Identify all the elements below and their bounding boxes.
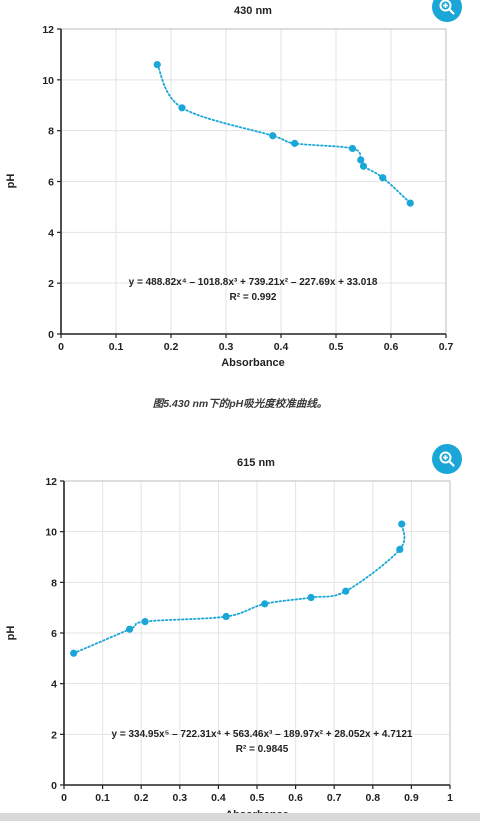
x-tick-label: 0.1 [95, 792, 110, 804]
x-tick-label: 0.8 [365, 792, 380, 804]
tick-labels: 0 0.1 0.2 0.3 0.4 0.5 0.6 0.7 0 2 4 6 8 10 12 [42, 24, 453, 353]
x-tick-label: 0.9 [404, 792, 419, 804]
chart-axes [60, 480, 451, 789]
data-point [261, 600, 269, 608]
data-point [222, 612, 230, 621]
zoom-in-button[interactable] [432, 444, 462, 474]
data-point [291, 139, 299, 147]
y-tick-label: 2 [48, 278, 54, 290]
zoom-in-icon [439, 451, 455, 467]
x-tick-label: 0.3 [219, 341, 234, 353]
chart-430nm: 430 nm 0 0.1 0.2 0.3 0.4 0.5 0.6 0.7 0 2 4 6 8 10 12 y… [5, 5, 453, 369]
page-bottom-bar [0, 813, 480, 821]
y-tick-label: 4 [51, 679, 57, 691]
y-tick-label: 8 [48, 126, 54, 138]
data-point [70, 649, 78, 657]
x-tick-label: 1 [447, 792, 453, 804]
data-points [70, 520, 406, 657]
r2-label: R² = 0.992 [230, 292, 277, 303]
y-axis-label: pH [5, 174, 17, 189]
data-point [269, 132, 277, 140]
x-tick-label: 0.3 [172, 792, 187, 804]
trendline-path [156, 63, 412, 205]
chart-axes [57, 28, 447, 338]
trendline-path [72, 523, 406, 655]
x-tick-label: 0.6 [384, 341, 399, 353]
zoom-in-button[interactable] [432, 0, 462, 22]
y-tick-label: 8 [51, 577, 57, 589]
zoom-in-icon [439, 0, 455, 15]
data-point [348, 144, 357, 153]
y-axis-label: pH [5, 626, 17, 641]
data-point [406, 199, 414, 207]
data-point [178, 104, 186, 112]
data-point [307, 593, 315, 602]
data-point [396, 545, 404, 553]
data-point [379, 174, 387, 182]
x-tick-label: 0.7 [439, 341, 454, 353]
y-tick-label: 6 [51, 628, 57, 640]
x-tick-label: 0 [58, 341, 64, 353]
x-tick-label: 0.5 [250, 792, 265, 804]
x-tick-label: 0.2 [134, 792, 149, 804]
x-tick-label: 0 [61, 792, 67, 804]
x-axis-label: Absorbance [221, 357, 285, 369]
y-tick-label: 2 [51, 729, 57, 741]
x-tick-label: 0.7 [327, 792, 342, 804]
equation-label: y = 334.95x⁵ – 722.31x⁴ + 563.46x³ – 189… [111, 729, 412, 740]
y-tick-label: 10 [45, 527, 57, 539]
data-point [126, 625, 134, 633]
data-point [357, 156, 365, 164]
data-point [359, 162, 368, 170]
chart-title: 430 nm [234, 5, 272, 17]
x-tick-label: 0.4 [211, 792, 226, 804]
y-tick-label: 10 [42, 75, 54, 87]
x-tick-label: 0.2 [164, 341, 179, 353]
x-tick-label: 0.1 [109, 341, 124, 353]
x-tick-label: 0.5 [329, 341, 344, 353]
x-tick-label: 0.6 [288, 792, 303, 804]
chart-615nm: 615 nm 0 0.1 0.2 0.3 0.4 0.5 0.6 0.7 0.8 0.9 10246… [5, 457, 453, 821]
data-point [342, 587, 350, 595]
y-tick-label: 4 [48, 227, 54, 239]
y-tick-label: 6 [48, 177, 54, 189]
y-tick-label: 0 [51, 780, 57, 792]
trendline [156, 63, 412, 205]
r2-label: R² = 0.9845 [236, 744, 289, 755]
y-tick-label: 0 [48, 329, 54, 341]
equation-label: y = 488.82x⁴ – 1018.8x³ + 739.21x² – 227… [129, 277, 378, 288]
figure-caption: 图5.430 nm下的pH吸光度校准曲线。 [152, 398, 328, 410]
y-tick-label: 12 [42, 24, 54, 36]
data-point [153, 60, 161, 69]
data-point [141, 618, 149, 626]
data-points [153, 60, 414, 207]
data-point [398, 520, 406, 528]
y-tick-label: 12 [45, 476, 57, 488]
trendline [72, 523, 406, 655]
x-tick-label: 0.4 [274, 341, 289, 353]
chart-title: 615 nm [237, 457, 275, 469]
